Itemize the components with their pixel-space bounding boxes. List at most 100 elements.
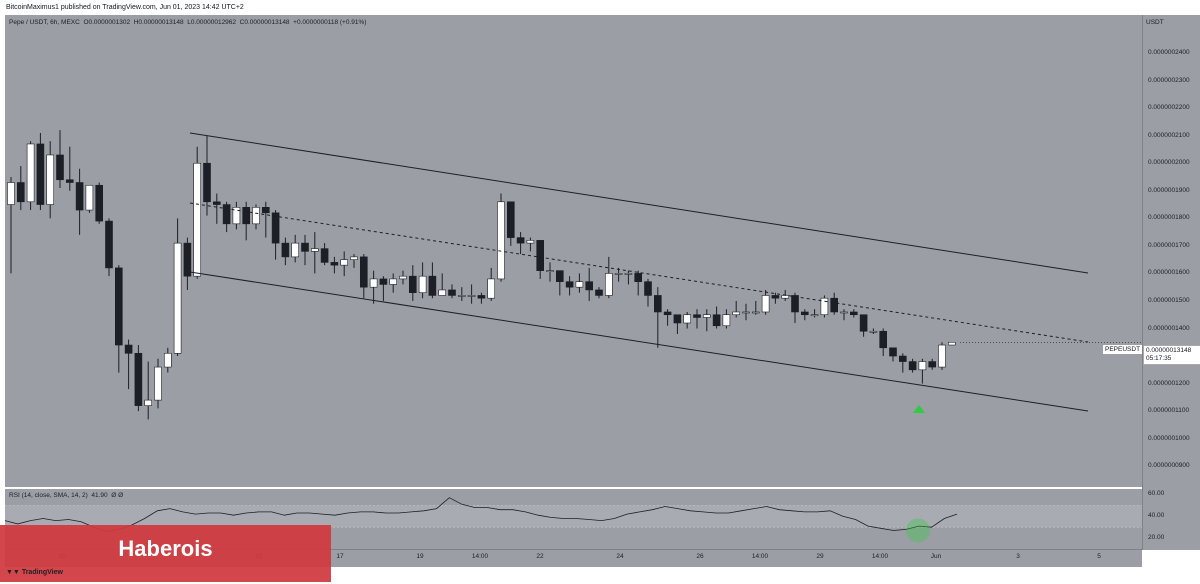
candle-body (575, 281, 584, 288)
time-tick-label: 17 (336, 553, 344, 560)
candle-body (428, 275, 437, 296)
candle-body (536, 240, 545, 271)
candle-body (859, 314, 868, 332)
candle-body (938, 344, 946, 368)
candle-body (232, 207, 241, 225)
price-tick-label: 0.0000001100 (1148, 407, 1190, 415)
time-tick-label: 26 (696, 553, 704, 560)
candle-body (271, 212, 280, 244)
candle-body (418, 275, 427, 293)
high-label: H (133, 19, 139, 26)
watermark-text: Haberois (118, 536, 213, 561)
candle-body (66, 179, 74, 183)
candle-body (56, 154, 64, 181)
candle-body (261, 207, 270, 214)
candle-body (604, 273, 613, 296)
candle-body (144, 399, 152, 406)
candle-body (918, 361, 927, 371)
candle-body (448, 289, 456, 296)
candle-body (732, 311, 741, 316)
candle-body (242, 207, 250, 225)
price-tick-label: 0.0000001800 (1148, 214, 1190, 222)
tradingview-logo[interactable]: ▼▼ TradingView (6, 569, 63, 576)
candle-body (712, 314, 721, 327)
candle-body (389, 278, 398, 285)
candle-body (193, 162, 201, 277)
price-tick-label: 0.0000001500 (1148, 296, 1190, 304)
candle-body (683, 314, 692, 324)
high-value: 0.00000013148 (138, 19, 184, 26)
rsi-extra: Ø Ø (111, 492, 124, 499)
time-tick-label: 29 (816, 553, 824, 560)
price-tick-label: 0.0000001900 (1148, 186, 1190, 194)
symbol-title: Pepe / USDT, 6h, MEXC (9, 19, 80, 26)
candle-body (555, 270, 564, 282)
candle-body (702, 314, 711, 318)
price-axis[interactable] (1142, 15, 1200, 550)
watermark-banner (0, 525, 331, 582)
candle-body (840, 311, 848, 314)
candle-body (898, 355, 907, 362)
change-value: +0.0000000118 (+0.91%) (293, 19, 367, 26)
candle-body (810, 314, 819, 317)
price-tick-label: 0.0000001700 (1148, 241, 1190, 249)
candle-body (7, 182, 15, 205)
time-tick-label: 19 (416, 553, 424, 560)
candle-body (869, 330, 878, 333)
candle-body (595, 289, 603, 296)
last-price-label: 0.00000013148 05:17:35 (1143, 345, 1200, 365)
candle-body (291, 242, 300, 258)
candle-body (173, 242, 182, 354)
price-tick-label: 0.0000002400 (1148, 49, 1190, 57)
candle-body (222, 204, 231, 225)
candle-body (663, 311, 672, 316)
candle-body (546, 270, 554, 272)
open-value: 0.0000001302 (88, 19, 131, 26)
candle-body (781, 295, 790, 299)
candle-body (330, 262, 339, 266)
time-tick-label: 14:00 (871, 553, 889, 560)
candle-body (761, 295, 770, 313)
candle-body (154, 366, 162, 401)
candle-body (693, 314, 701, 318)
candle-body (742, 311, 750, 314)
time-tick-label: 24 (616, 553, 624, 560)
candle-body (399, 275, 407, 280)
time-tick-label: 22 (536, 553, 544, 560)
price-tick-label: 0.0000000900 (1148, 462, 1190, 470)
time-tick-label: 5 (1097, 553, 1101, 560)
candle-body (526, 240, 535, 244)
candle-body (85, 184, 94, 211)
candle-body (614, 273, 623, 275)
candle-body (830, 297, 839, 313)
rsi-line (4, 497, 958, 532)
candle-body (849, 311, 858, 316)
candle-body (653, 295, 662, 313)
price-tick-label: 0.0000001200 (1148, 379, 1190, 387)
candle-body (252, 207, 260, 225)
candle-body (889, 347, 897, 357)
last-price-value: 0.00000013148 (1146, 347, 1192, 354)
candle-body (124, 344, 133, 354)
candle-body (947, 341, 956, 346)
candle-body (95, 184, 103, 222)
rsi-legend: RSI (14, close, SMA, 14, 2) 41.90 Ø Ø (9, 492, 123, 499)
tradingview-logo-text: TradingView (21, 569, 63, 576)
candle-body (301, 242, 309, 252)
rsi-tick-label: 60.00 (1148, 490, 1165, 498)
rsi-tick-label: 20.00 (1148, 534, 1165, 542)
rsi-title: RSI (14, close, SMA, 14, 2) (9, 492, 88, 499)
price-tick-label: 0.0000001000 (1148, 434, 1190, 442)
candle-body (46, 154, 55, 205)
channel-lower-line (189, 271, 1089, 412)
open-label: O (83, 19, 89, 26)
candle-body (565, 281, 574, 288)
candle-body (105, 220, 113, 269)
price-tick-label: 0.0000002100 (1148, 131, 1190, 139)
candle-body (467, 295, 476, 297)
candle-body (673, 314, 682, 324)
channel-mid-line (189, 202, 1089, 343)
price-tick-label: 0.0000001600 (1148, 269, 1190, 277)
close-value: 0.00000013148 (244, 19, 290, 26)
